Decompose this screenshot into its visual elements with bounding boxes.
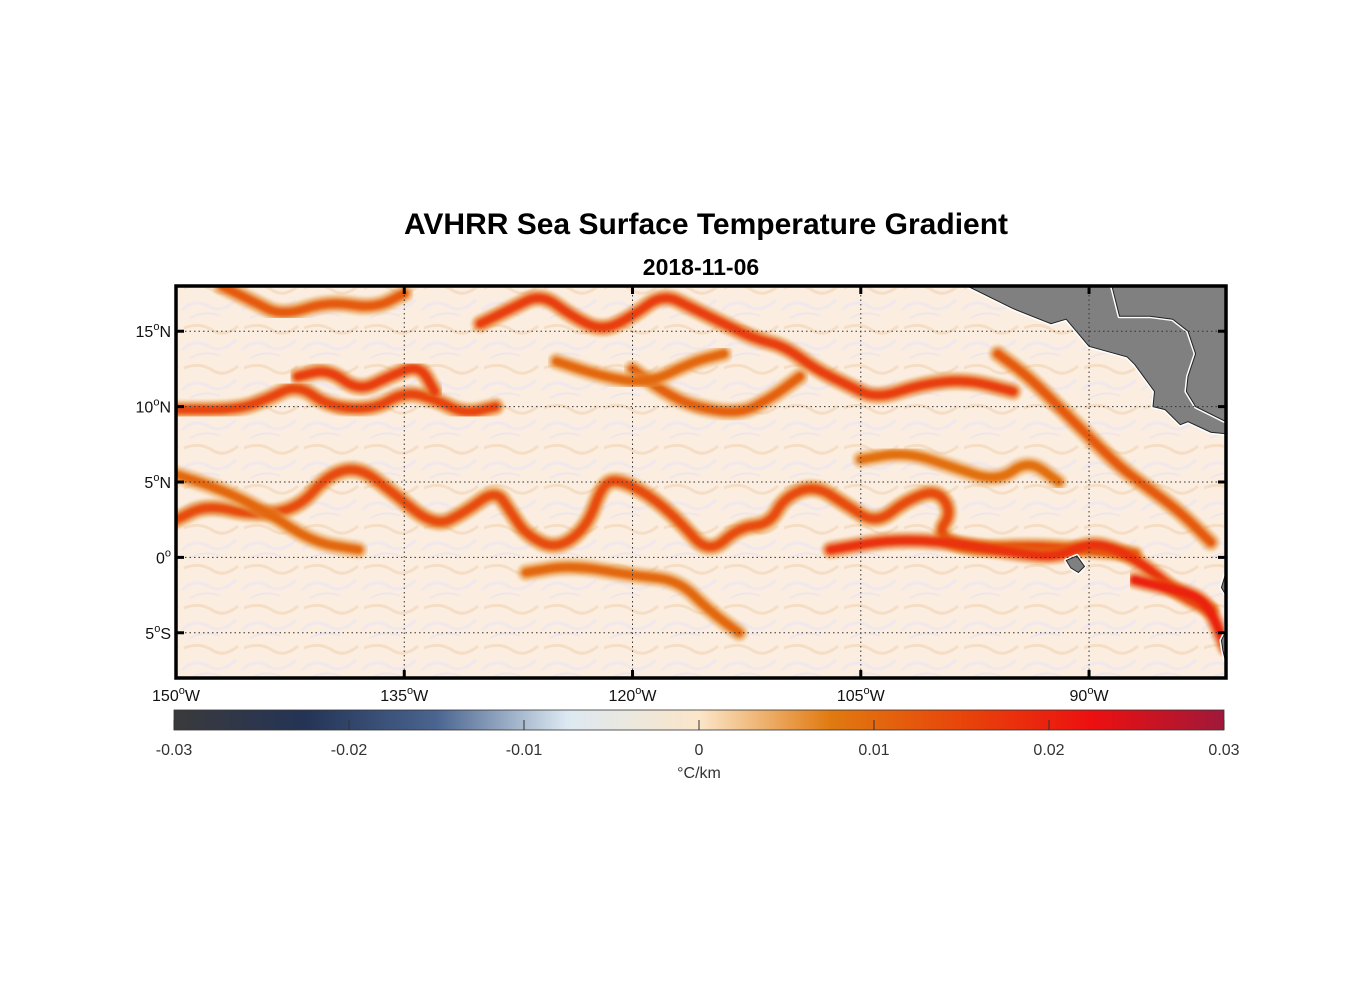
front-east-north-front [989,345,1220,551]
lon-label: 90oW [1070,685,1110,705]
colorbar-unit-label: °C/km [677,765,721,782]
lat-label: 5oN [144,472,171,492]
colorbar-ticks: -0.03 -0.02 -0.01 0 0.01 0.02 0.03 [156,720,1240,759]
front-core [217,286,409,317]
front-core [993,349,1216,547]
longitude-labels: 150oW 135oW 120oW 105oW 90oW [152,685,1109,705]
colorbar-tick-label: -0.01 [506,742,543,759]
front-north-front-3 [213,286,413,321]
colorbar-tick-label: 0 [695,742,704,759]
front-core [176,470,364,555]
front-north-front-1 [471,289,1022,404]
lon-label: 135oW [380,685,429,705]
colorbar-tick-label: -0.02 [331,742,368,759]
lon-label: 105oW [837,685,886,705]
land-outline-gulf-of-mexico-notch [1111,286,1226,423]
front-core [825,535,1216,615]
front-west-mid-front [176,466,368,559]
front-core [521,562,744,638]
front-core [293,364,440,396]
front-mid-north-front [547,345,733,390]
map-ticks [174,286,1226,678]
front-core [176,465,1140,559]
lat-label: 15oN [136,321,171,341]
land-outline-central-america [967,286,1226,435]
front-equatorial-front [176,461,1144,563]
colorbar: -0.03 -0.02 -0.01 0 0.01 0.02 0.03 °C/km [156,709,1240,782]
land-masses [965,286,1226,678]
front-south-front [517,558,748,642]
lat-label: 5oS [145,623,171,643]
front-core [856,449,1064,487]
front-lat7-front [852,445,1068,491]
land-outline-galapagos [1065,555,1086,574]
front-core [1130,575,1226,653]
front-itcz-front [176,380,505,421]
lat-label: 0o [156,547,171,567]
gradient-fronts [176,286,1226,657]
colorbar-tick-label: 0.03 [1208,742,1239,759]
front-core [551,349,729,386]
front-equator-east-front [821,531,1220,619]
lon-label: 150oW [152,685,201,705]
front-core [176,384,501,417]
latitude-labels: 15oN 10oN 5oN 0o 5oS [136,321,171,643]
map-title: AVHRR Sea Surface Temperature Gradient [404,208,1008,241]
front-se-front [1126,571,1226,657]
front-north-front-2 [289,360,444,400]
front-core [475,293,1018,400]
colorbar-tick-label: 0.02 [1033,742,1064,759]
colorbar-tick-label: -0.03 [156,742,193,759]
map-subtitle: 2018-11-06 [643,254,759,280]
colorbar-tick-label: 0.01 [858,742,889,759]
lat-label: 10oN [136,397,171,417]
map-plot-area [176,286,1226,678]
lon-label: 120oW [609,685,658,705]
